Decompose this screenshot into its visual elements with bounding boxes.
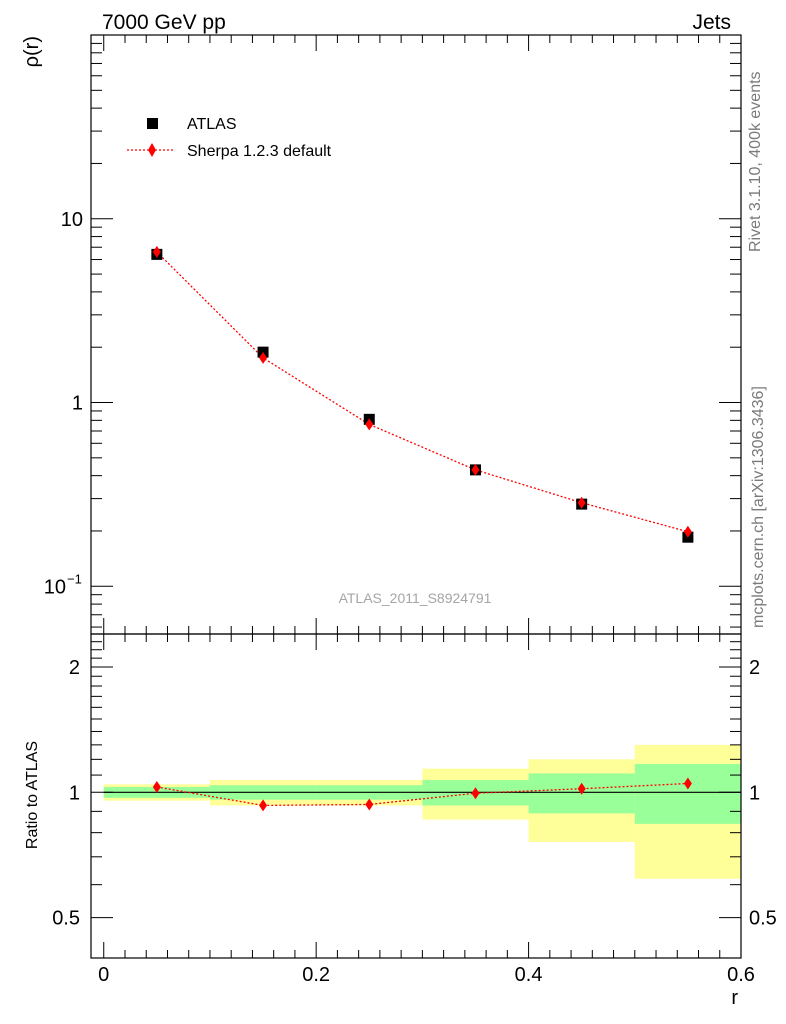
main-y-tick-label: 1 bbox=[72, 393, 83, 415]
ratio-sherpa-point bbox=[577, 782, 586, 795]
legend-marker-sherpa bbox=[148, 143, 156, 157]
legend: ATLAS Sherpa 1.2.3 default bbox=[127, 116, 332, 160]
x-tick-label: 0.6 bbox=[727, 964, 755, 986]
analysis-watermark: ATLAS_2011_S8924791 bbox=[339, 590, 492, 606]
main-y-tick-exponent: −1 bbox=[67, 571, 82, 586]
header-right: Jets bbox=[692, 11, 731, 34]
x-tick-label: 0.2 bbox=[302, 964, 330, 986]
x-axis-label: r bbox=[731, 987, 738, 1009]
x-tick-label: 0 bbox=[98, 964, 109, 986]
sherpa-line bbox=[156, 251, 689, 533]
ratio-y-tick-label-left: 0.5 bbox=[52, 908, 80, 930]
ratio-y-tick-label-left: 2 bbox=[69, 657, 80, 679]
side-text-lower: mcplots.cern.ch [arXiv:1306.3436] bbox=[750, 386, 767, 628]
ratio-sherpa-point bbox=[683, 777, 692, 790]
ratio-frame bbox=[90, 633, 742, 959]
ratio-y-tick-label-right: 0.5 bbox=[749, 908, 777, 930]
main-y-tick-label: 10 bbox=[44, 576, 66, 598]
main-y-axis-label: ρ(r) bbox=[21, 36, 43, 67]
side-text-upper: Rivet 3.1.10, 400k events bbox=[747, 71, 764, 252]
header-left: 7000 GeV pp bbox=[102, 11, 226, 34]
sherpa-point bbox=[152, 245, 161, 258]
legend-marker-atlas bbox=[147, 118, 158, 129]
ratio-sherpa-point bbox=[365, 798, 374, 811]
legend-label-sherpa: Sherpa 1.2.3 default bbox=[187, 143, 332, 160]
sherpa-point bbox=[683, 525, 692, 538]
sherpa-point bbox=[259, 351, 268, 364]
sherpa-point bbox=[471, 463, 480, 476]
sherpa-point bbox=[365, 418, 374, 431]
ratio-stat-band-5 bbox=[634, 763, 741, 824]
ratio-sherpa-point bbox=[152, 780, 161, 793]
ratio-sherpa-point bbox=[259, 799, 268, 812]
ratio-y-tick-label-left: 1 bbox=[69, 782, 80, 804]
ratio-panel: 0 0.2 0.4 0.6 2 2 1 1 0.5 0.5 bbox=[52, 633, 777, 986]
ratio-sherpa-line bbox=[156, 782, 688, 807]
ratio-sherpa-point bbox=[471, 787, 480, 800]
main-y-tick-label: 10 bbox=[61, 209, 83, 231]
x-tick-label: 0.4 bbox=[515, 964, 543, 986]
legend-label-atlas: ATLAS bbox=[187, 116, 237, 133]
ratio-y-axis-label: Ratio to ATLAS bbox=[24, 741, 41, 849]
ratio-y-tick-label-right: 2 bbox=[749, 657, 760, 679]
sherpa-point bbox=[577, 496, 586, 509]
ratio-y-tick-label-right: 1 bbox=[749, 782, 760, 804]
